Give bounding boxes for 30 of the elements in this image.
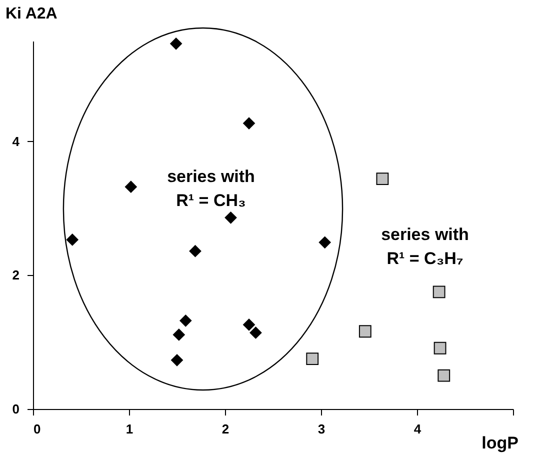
y-tick-label: 4 (12, 134, 20, 149)
point (124, 180, 137, 193)
x-tick-label: 1 (126, 422, 134, 436)
point (432, 286, 446, 298)
point (180, 314, 192, 327)
point (243, 117, 255, 130)
y-tick-label: 0 (12, 402, 20, 416)
point (243, 318, 255, 331)
annotation: series with R¹ = CH₃ (167, 167, 255, 210)
x-tick-label: 0 (34, 422, 41, 436)
point (224, 212, 237, 224)
point (358, 325, 372, 338)
y-axis-title: Ki A2A (6, 6, 58, 22)
point (318, 236, 331, 248)
y-tick-label: 2 (12, 268, 20, 283)
x-tick-label: 4 (414, 422, 422, 436)
x-axis-title: logP (482, 434, 518, 452)
x-tick-label: 2 (222, 422, 230, 436)
point (250, 326, 262, 339)
point (172, 328, 185, 341)
point (171, 354, 183, 366)
point (189, 245, 202, 258)
point (438, 369, 450, 382)
annotation: series with R¹ = C₃H₇ (381, 225, 469, 268)
point (306, 352, 319, 366)
point (434, 342, 446, 354)
x-tick-label: 3 (318, 422, 326, 436)
point (170, 38, 182, 50)
point (376, 172, 389, 186)
point (66, 234, 78, 246)
